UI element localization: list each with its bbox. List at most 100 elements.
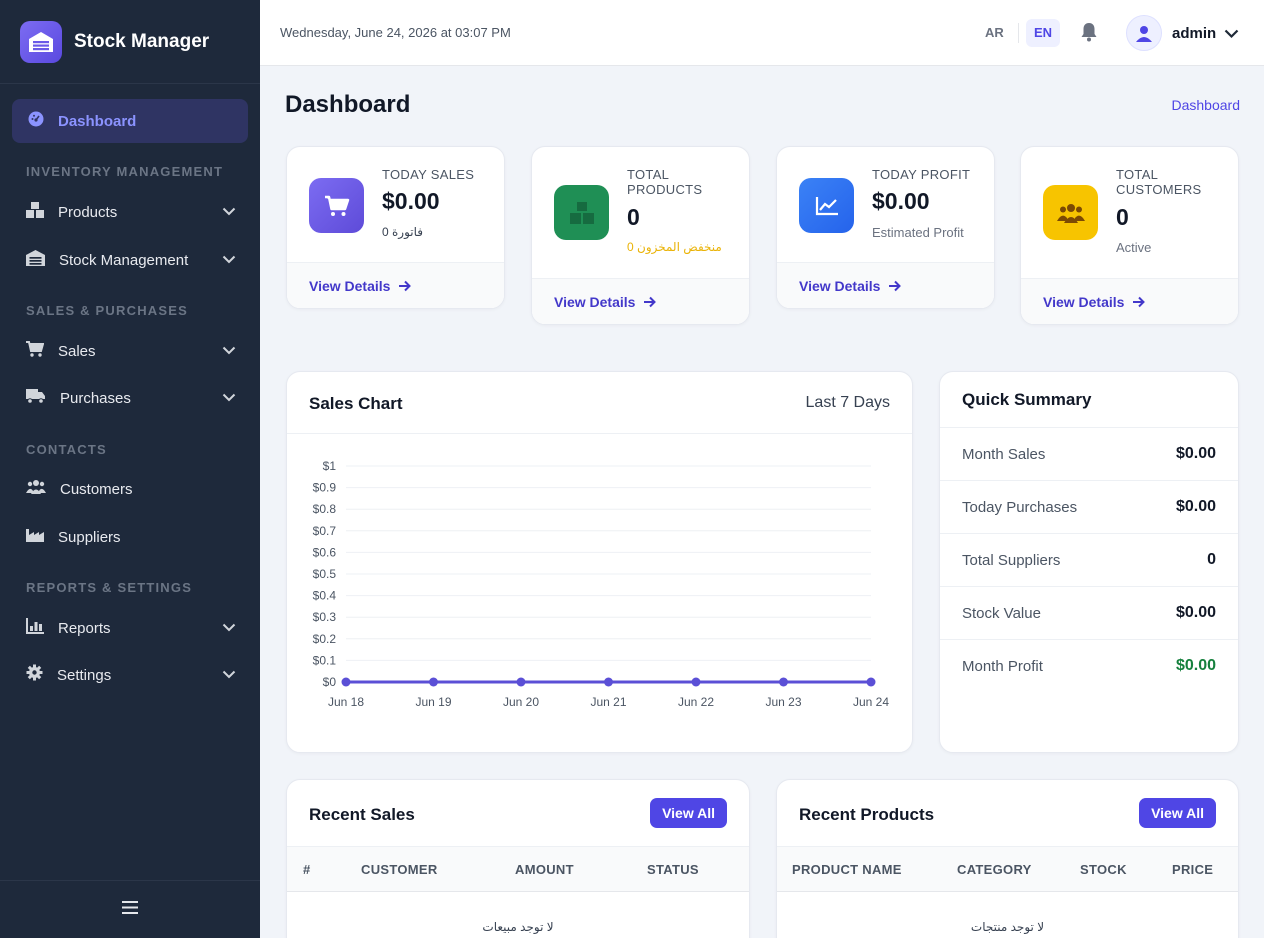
stat-sub: Active: [1116, 240, 1152, 255]
table-header: PRODUCT NAME CATEGORY STOCK PRICE: [777, 846, 1238, 892]
dashboard-icon: [28, 111, 44, 132]
chevron-down-icon: [222, 251, 236, 269]
recent-products-card: Recent Products View All PRODUCT NAME CA…: [776, 779, 1239, 938]
section-sales-purchases: SALES & PURCHASES: [26, 303, 188, 318]
breadcrumb[interactable]: Dashboard: [1171, 97, 1241, 113]
brand[interactable]: Stock Manager: [0, 0, 260, 84]
column-header[interactable]: STATUS: [647, 862, 699, 877]
avatar[interactable]: [1126, 15, 1162, 51]
boxes-icon: [554, 185, 609, 240]
view-details-label: View Details: [1043, 293, 1125, 310]
stat-sub: 0 فاتورة: [382, 225, 424, 239]
sidebar: Stock Manager Dashboard INVENTORY MANAGE…: [0, 0, 260, 938]
sidebar-item-purchases[interactable]: Purchases: [26, 383, 236, 413]
sidebar-item-dashboard[interactable]: Dashboard: [12, 99, 248, 143]
summary-row-total-suppliers: Total Suppliers 0: [940, 534, 1238, 587]
warehouse-icon: [26, 249, 45, 271]
card-header: Quick Summary: [940, 372, 1238, 428]
chevron-down-icon: [222, 666, 236, 684]
column-header[interactable]: PRODUCT NAME: [792, 862, 902, 877]
arrow-right-icon: [644, 296, 657, 307]
y-tick-label: $0.8: [313, 502, 337, 516]
quick-summary-card: Quick Summary Month Sales $0.00 Today Pu…: [939, 371, 1239, 753]
gear-icon: [26, 664, 43, 686]
card-header: Sales Chart Last 7 Days: [287, 372, 912, 434]
data-point: [341, 677, 351, 687]
data-point: [779, 677, 788, 687]
sidebar-item-label: Dashboard: [58, 112, 137, 130]
y-tick-label: $0.1: [313, 653, 337, 667]
view-details-label: View Details: [309, 277, 391, 294]
table-header: # CUSTOMER AMOUNT STATUS: [287, 846, 749, 892]
bell-icon[interactable]: [1080, 22, 1098, 47]
column-header[interactable]: PRICE: [1172, 862, 1214, 877]
cart-icon: [309, 178, 364, 233]
sidebar-item-products[interactable]: Products: [26, 197, 236, 227]
arrow-right-icon: [399, 280, 412, 291]
column-header[interactable]: STOCK: [1080, 862, 1127, 877]
section-reports-settings: REPORTS & SETTINGS: [26, 580, 193, 595]
sidebar-item-suppliers[interactable]: Suppliers: [26, 522, 236, 552]
data-point: [866, 677, 876, 687]
y-tick-label: $0.3: [313, 610, 337, 624]
warehouse-icon: [20, 20, 62, 63]
sidebar-item-label: Purchases: [60, 389, 131, 407]
view-details-label: View Details: [799, 277, 881, 294]
stat-label: TOTAL: [1116, 167, 1159, 182]
sidebar-item-label: Products: [58, 203, 118, 221]
column-header[interactable]: CATEGORY: [957, 862, 1032, 877]
view-details-link[interactable]: View Details: [777, 262, 994, 308]
view-details-link[interactable]: View Details: [287, 262, 504, 308]
section-contacts: CONTACTS: [26, 442, 107, 457]
sidebar-item-label: Customers: [60, 480, 133, 498]
language-ar-button[interactable]: AR: [985, 25, 1004, 40]
summary-row-stock-value: Stock Value $0.00: [940, 587, 1238, 640]
users-icon: [26, 479, 46, 499]
sidebar-item-sales[interactable]: Sales: [26, 336, 236, 366]
view-all-sales-button[interactable]: View All: [650, 798, 727, 828]
users-icon: [1043, 185, 1098, 240]
stat-label: CUSTOMERS: [1116, 182, 1202, 197]
chevron-down-icon: [222, 389, 236, 407]
chevron-down-icon[interactable]: [1224, 26, 1239, 44]
sidebar-item-settings[interactable]: Settings: [26, 660, 236, 690]
stat-label: TODAY SALES: [382, 167, 475, 182]
summary-value: $0.00: [1175, 498, 1216, 515]
view-details-link[interactable]: View Details: [1021, 278, 1238, 324]
summary-label: Today Purchases: [962, 499, 1078, 516]
x-tick-label: Jun 23: [765, 695, 801, 709]
data-point: [691, 677, 701, 687]
summary-label: Month Profit: [962, 658, 1043, 675]
sidebar-item-customers[interactable]: Customers: [26, 474, 236, 504]
summary-value: $0.00: [1175, 657, 1216, 674]
topbar: Wednesday, June 24, 2026 at 03:07 PM AR …: [260, 0, 1264, 66]
trend-line-icon: [799, 178, 854, 233]
column-header[interactable]: CUSTOMER: [361, 862, 438, 877]
boxes-icon: [26, 201, 44, 223]
sidebar-item-stock-management[interactable]: Stock Management: [26, 245, 236, 275]
y-tick-label: $0.9: [313, 481, 337, 495]
card-title: Sales Chart: [309, 394, 403, 413]
sidebar-item-label: Sales: [58, 342, 96, 360]
recent-sales-card: Recent Sales View All # CUSTOMER AMOUNT …: [286, 779, 750, 938]
column-header[interactable]: AMOUNT: [515, 862, 574, 877]
sidebar-toggle-button[interactable]: [0, 880, 260, 938]
data-point: [516, 677, 526, 687]
sidebar-item-reports[interactable]: Reports: [26, 613, 236, 643]
column-header[interactable]: #: [303, 862, 311, 877]
cart-icon: [26, 340, 45, 362]
page-title: Dashboard: [285, 91, 411, 118]
summary-label: Stock Value: [962, 605, 1041, 622]
language-en-button[interactable]: EN: [1026, 19, 1061, 47]
sidebar-item-label: Suppliers: [58, 528, 121, 546]
summary-value: $0.00: [1175, 604, 1216, 621]
stat-card-today-sales: TODAY SALES $0.00 0 فاتورة View Details: [286, 146, 505, 309]
stat-value: 0: [1116, 204, 1129, 230]
view-all-products-button[interactable]: View All: [1139, 798, 1216, 828]
sales-chart-card: Sales Chart Last 7 Days $0 $0.1 $0.2 $0.3 $0…: [286, 371, 913, 753]
view-details-link[interactable]: View Details: [532, 278, 749, 324]
arrow-right-icon: [889, 280, 902, 291]
section-inventory: INVENTORY MANAGEMENT: [26, 164, 224, 179]
username[interactable]: admin: [1172, 25, 1217, 42]
x-tick-label: Jun 20: [503, 695, 539, 709]
